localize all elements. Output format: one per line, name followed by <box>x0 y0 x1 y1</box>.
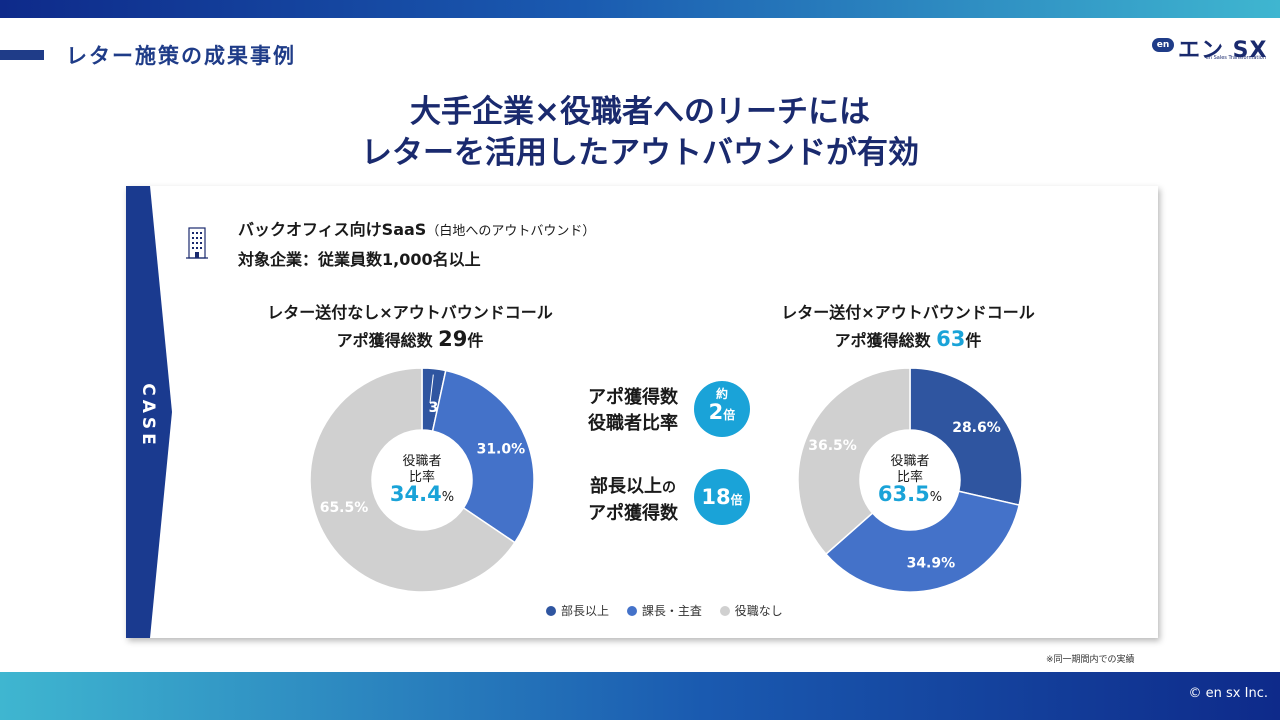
badge-18-unit: 倍 <box>730 493 743 507</box>
left-pie-center: 役職者 比率 34.4% <box>372 454 472 506</box>
right-center-label-2: 比率 <box>896 470 923 485</box>
right-center-label-1: 役職者 <box>890 454 930 469</box>
legend-item-manager: 部長以上 <box>546 602 609 619</box>
right-center-value: 63.5 <box>877 482 930 506</box>
case-band-shape <box>126 186 172 638</box>
headline-line-1: 大手企業×役職者へのリーチには <box>410 94 870 130</box>
left-pie-chart: 3.4%31.0%65.5% <box>309 367 535 593</box>
top-gradient-bar <box>0 0 1280 18</box>
section-title: レター施策の成果事例 <box>66 44 296 68</box>
logo-mark: en <box>1152 38 1174 52</box>
right-pie-label-0: 28.6% <box>952 420 1001 436</box>
right-pie-slice-1 <box>824 490 1021 593</box>
logo-name: エン SX <box>1178 38 1268 63</box>
badge-2-unit: 倍 <box>723 408 736 422</box>
left-chart-title: レター送付なし×アウトバウンドコール <box>267 303 553 322</box>
right-chart-heading: レター送付×アウトバウンドコール アポ獲得総数 63件 <box>738 299 1078 354</box>
right-pie-slice-0 <box>909 367 1023 507</box>
badge-2-number: 2 <box>708 400 724 424</box>
badge-18x: 18倍 <box>694 469 750 525</box>
section-marker <box>0 50 44 60</box>
chart-legend: 部長以上 課長・主査 役職なし <box>546 602 797 619</box>
product-note: （白地へのアウトバウンド） <box>426 224 596 239</box>
legend-item-section-chief: 課長・主査 <box>626 602 702 619</box>
left-chart-heading: レター送付なし×アウトバウンドコール アポ獲得総数 29件 <box>230 299 590 354</box>
logo-subtitle: en Sales Transformation <box>1205 55 1266 61</box>
left-chart-subtitle: アポ獲得総数 29件 <box>336 327 484 351</box>
left-pie-label-1: 31.0% <box>477 441 526 457</box>
right-chart-title: レター送付×アウトバウンドコール <box>781 303 1035 322</box>
left-pie-slice-1 <box>431 369 535 544</box>
case-label: CASE <box>138 383 158 449</box>
right-pie-chart: 28.6% 34.9% 36.5% <box>797 367 1023 593</box>
left-pie-label-2: 65.5% <box>320 500 369 516</box>
left-center-label-1: 役職者 <box>402 454 442 469</box>
badge-approx: 約 <box>715 387 728 401</box>
left-center-label-2: 比率 <box>408 470 435 485</box>
legend-item-no-title: 役職なし <box>719 602 783 619</box>
left-center-value: 34.4 <box>389 482 442 506</box>
bottom-gradient-bar: © en sx Inc. <box>0 672 1280 720</box>
left-pie-leader-0 <box>429 374 434 404</box>
case-card: CASE バックオフィス向けSaaS（白地へのアウトバウンド） 対象企業：従業員… <box>126 186 1158 638</box>
headline: 大手企業×役職者へのリーチには レターを活用したアウトバウンドが有効 <box>0 92 1280 174</box>
right-center-unit: % <box>929 490 943 505</box>
case-band <box>126 186 172 638</box>
right-appointment-count: 63 <box>936 327 966 351</box>
legend-dot <box>719 606 730 616</box>
headline-line-2: レターを活用したアウトバウンドが有効 <box>361 135 919 171</box>
legend-dot <box>626 606 637 616</box>
right-pie-label-1: 34.9% <box>907 555 956 571</box>
right-pie-center: 役職者 比率 63.5% <box>860 454 960 506</box>
badge-18-number: 18 <box>701 485 731 509</box>
target-companies: 対象企業：従業員数1,000名以上 <box>238 250 481 269</box>
building-icon <box>186 227 208 259</box>
right-pie-slice-2 <box>797 367 911 556</box>
stat-manager-appointments-label: 部長以上の アポ獲得数 <box>588 476 678 524</box>
left-center-unit: % <box>441 490 455 505</box>
product-description: バックオフィス向けSaaS（白地へのアウトバウンド） <box>238 220 596 239</box>
badge-approx-2x: 約 2倍 <box>694 381 750 437</box>
right-pie-label-2: 36.5% <box>808 438 857 454</box>
company-logo: en エン SX en Sales Transformation <box>1152 34 1268 64</box>
left-appointment-count: 29 <box>438 327 468 351</box>
right-chart-subtitle: アポ獲得総数 63件 <box>834 327 982 351</box>
stat-executive-ratio-label: アポ獲得数 役職者比率 <box>588 387 678 434</box>
copyright: © en sx Inc. <box>1188 686 1268 701</box>
left-pie-slice-2 <box>309 367 516 593</box>
footnote: ※同一期間内での実績 <box>1046 655 1135 665</box>
legend-dot <box>546 606 556 616</box>
